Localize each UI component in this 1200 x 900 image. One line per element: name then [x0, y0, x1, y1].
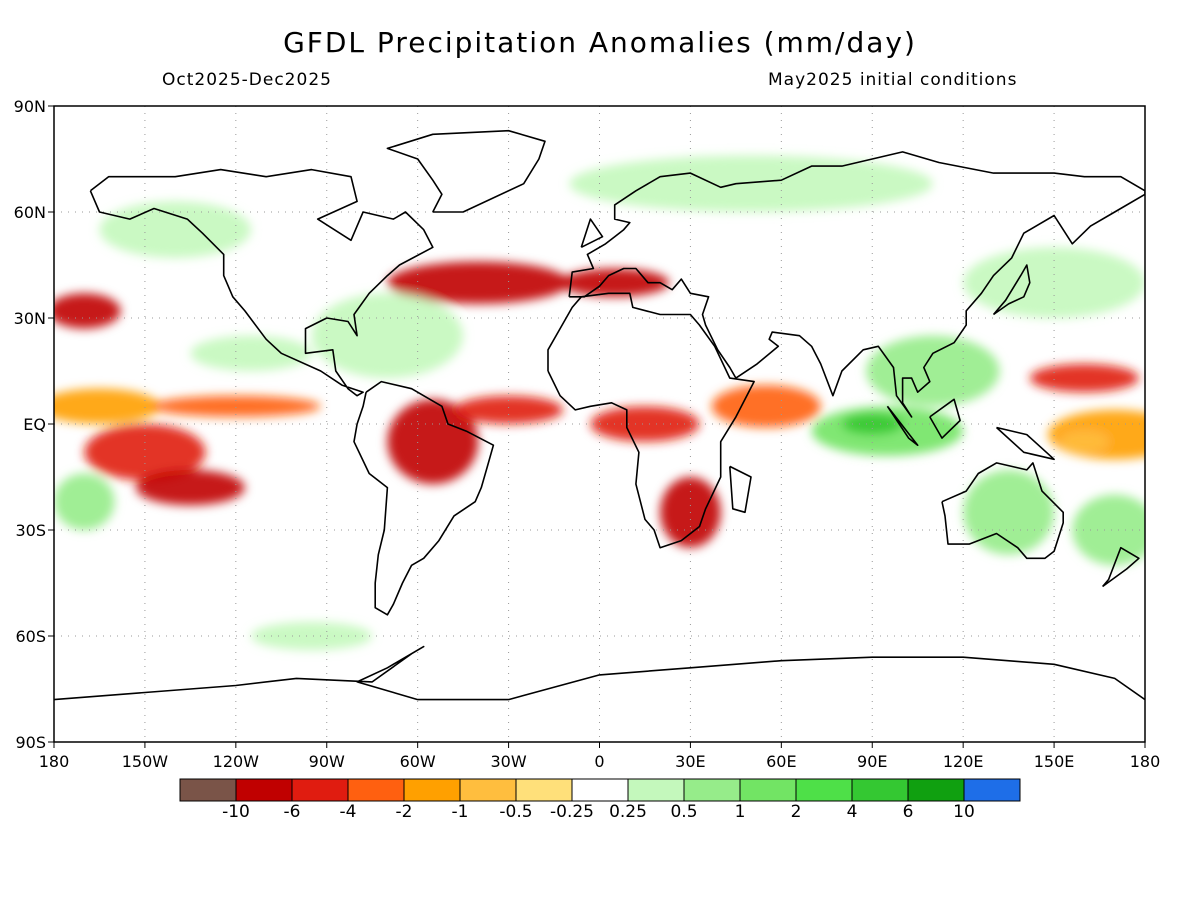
coastline-2 [547, 292, 755, 549]
coastline-1 [353, 380, 495, 616]
colorbar-label: -6 [283, 802, 301, 822]
colorbar-label: 0.5 [670, 802, 698, 822]
lon-tick-label: 60W [400, 752, 436, 771]
anomaly-region-6 [590, 406, 700, 442]
lat-tick-label: 30N [14, 309, 46, 328]
lat-tick-label: 30S [15, 521, 46, 540]
coastline-4 [941, 462, 1064, 560]
coastlines [54, 129, 1145, 701]
colorbar-label: 2 [790, 802, 802, 822]
anomaly-region-2 [84, 424, 206, 481]
coastline-7 [580, 218, 604, 249]
coastline-3 [568, 151, 1145, 418]
lon-tick-label: 90W [309, 752, 345, 771]
anomaly-region-12 [387, 261, 570, 304]
coastline-10 [886, 405, 919, 446]
anomaly-region-10 [1060, 431, 1109, 453]
colorbar-swatch [571, 778, 629, 802]
lat-tick-label: 90S [15, 733, 46, 752]
anomaly-region-23 [99, 201, 251, 258]
lat-tick-label: 60N [14, 203, 46, 222]
colorbar [179, 778, 1021, 802]
anomaly-region-21 [54, 473, 115, 530]
anomaly-region-25 [250, 621, 373, 651]
coastline-11 [929, 398, 961, 439]
season-label: Oct2025-Dec2025 [162, 70, 332, 90]
colorbar-swatch [235, 778, 293, 802]
colorbar-label: -0.25 [550, 802, 594, 822]
anomaly-region-20 [311, 293, 464, 379]
anomaly-region-14 [54, 293, 121, 329]
colorbar-swatch [627, 778, 685, 802]
anomaly-region-22 [569, 155, 933, 212]
colorbar-swatch [851, 778, 909, 802]
lon-tick-label: 180 [1130, 752, 1161, 771]
colorbar-swatch [459, 778, 517, 802]
anomaly-region-1 [150, 395, 321, 417]
initial-conditions-label: May2025 initial conditions [768, 70, 1018, 90]
colorbar-label: 0.25 [609, 802, 647, 822]
colorbar-label: 4 [846, 802, 858, 822]
latitude-tick-labels: 90N 60N 30N EQ 30S 60S 90S [14, 97, 54, 752]
colorbar-swatch [179, 778, 237, 802]
anomaly-region-24 [190, 335, 312, 372]
colorbar-swatch [963, 778, 1021, 802]
lon-tick-label: 120E [943, 752, 984, 771]
anomaly-region-17 [866, 335, 1000, 407]
anomaly-region-26 [963, 247, 1145, 318]
colorbar-swatch [907, 778, 965, 802]
anomaly-region-18 [963, 469, 1055, 555]
colorbar-swatch [403, 778, 461, 802]
colorbar-swatch [739, 778, 797, 802]
colorbar-label: -1 [451, 802, 469, 822]
colorbar-swatch [683, 778, 741, 802]
colorbar-swatch [291, 778, 349, 802]
colorbar-label: 1 [734, 802, 746, 822]
lon-tick-label: 150W [122, 752, 169, 771]
coastline-0 [89, 168, 434, 397]
anomaly-region-8 [711, 385, 821, 428]
lon-tick-label: 30E [675, 752, 705, 771]
anomaly-fields [54, 155, 1145, 651]
coastline-5 [54, 645, 1145, 701]
map-title: GFDL Precipitation Anomalies (mm/day) [283, 26, 917, 59]
coastline-12 [995, 426, 1055, 461]
coastline-9 [729, 465, 752, 514]
coastline-8 [992, 264, 1031, 316]
lon-tick-label: 60E [766, 752, 796, 771]
colorbar-label: -2 [395, 802, 413, 822]
anomaly-region-3 [135, 469, 245, 506]
colorbar-label: -4 [339, 802, 357, 822]
anomaly-region-0 [54, 388, 161, 424]
colorbar-swatch [795, 778, 853, 802]
colorbar-label: 10 [953, 802, 975, 822]
longitude-tick-labels: 180 150W 120W 90W 60W 30W 0 30E 60E 90E 120E 150E 18… [39, 742, 1161, 771]
lon-tick-label: 30W [490, 752, 526, 771]
coastline-13 [1101, 546, 1140, 588]
colorbar-label: 6 [902, 802, 914, 822]
colorbar-label: -0.5 [499, 802, 533, 822]
anomaly-region-19 [1072, 494, 1145, 566]
anomaly-region-16 [841, 413, 903, 435]
lon-tick-label: 120W [213, 752, 260, 771]
lat-tick-label: 90N [14, 97, 46, 116]
lat-tick-label: EQ [23, 415, 46, 434]
lon-tick-label: 180 [39, 752, 70, 771]
anomaly-region-5 [454, 395, 564, 424]
lon-tick-label: 150E [1034, 752, 1075, 771]
colorbar-label: -10 [222, 802, 250, 822]
colorbar-swatch [515, 778, 573, 802]
anomaly-region-4 [387, 399, 479, 485]
coastline-6 [386, 129, 546, 213]
anomaly-region-11 [1029, 363, 1139, 393]
lon-tick-label: 90E [857, 752, 887, 771]
colorbar-swatch [347, 778, 405, 802]
lat-tick-label: 60S [15, 627, 46, 646]
lon-tick-label: 0 [594, 752, 604, 771]
